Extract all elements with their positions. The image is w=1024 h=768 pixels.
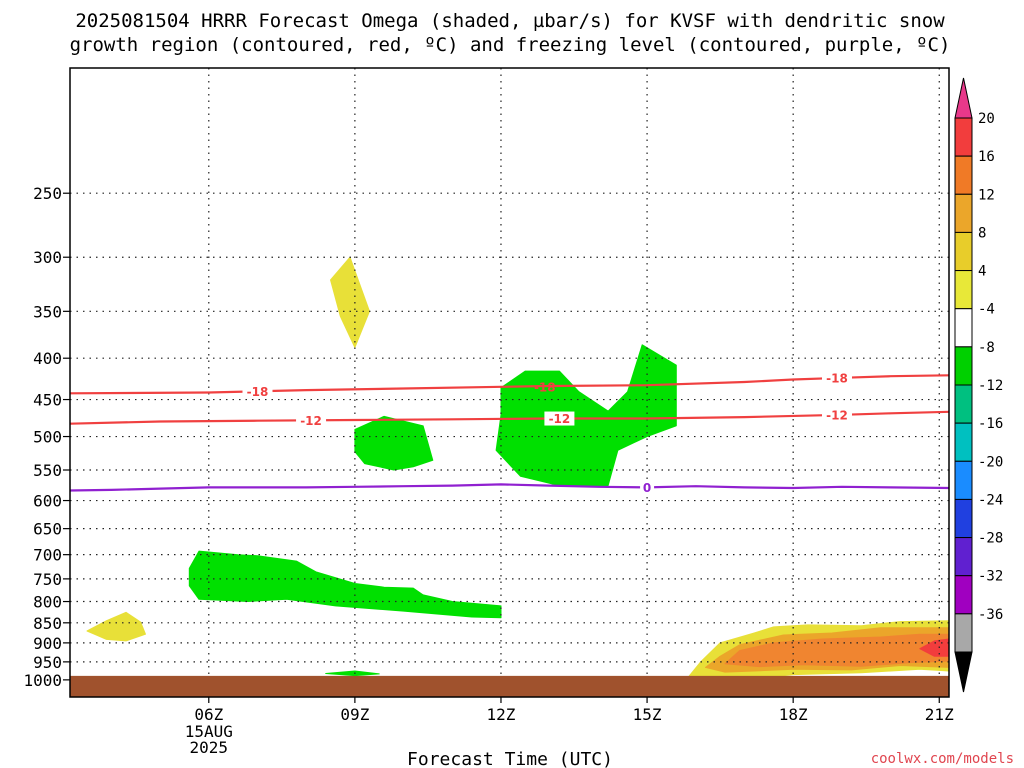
colorbar-bin-1 — [954, 117, 973, 157]
contour-label--12-2-1: -12 — [549, 412, 571, 426]
contour-label--12-2-0: -12 — [300, 414, 322, 428]
colorbar-tick-12: -32 — [978, 569, 1003, 585]
contour-label-bg-0-1 — [821, 370, 852, 385]
colorbar-tick-0: 20 — [978, 111, 995, 127]
colorbar-bin-10 — [954, 460, 973, 500]
colorbar-bin-2 — [954, 155, 973, 195]
colorbar-tick-10: -24 — [978, 492, 1003, 508]
contour-label--18-0-1: -18 — [826, 371, 848, 385]
colorbar-bin-7 — [954, 346, 973, 386]
x-tick-sublabel-1: 2025 — [190, 738, 229, 757]
contour-label-bg-2-2 — [821, 407, 852, 422]
omega-region-2 — [354, 415, 434, 471]
y-tick-label-250: 250 — [33, 184, 62, 203]
y-tick-label-800: 800 — [33, 593, 62, 612]
y-tick-label-750: 750 — [33, 570, 62, 589]
contour-label--18-1-0: -18 — [534, 380, 556, 394]
x-tick-label-21Z: 21Z — [925, 705, 954, 724]
omega-region-1 — [188, 550, 502, 619]
colorbar-tick-7: -12 — [978, 378, 1003, 394]
colorbar-tick-2: 12 — [978, 187, 995, 203]
omega-region-6 — [86, 611, 146, 642]
contour-label-bg-3-0 — [640, 480, 655, 495]
y-tick-label-650: 650 — [33, 520, 62, 539]
colorbar-top-arrow — [954, 77, 973, 119]
y-tick-label-350: 350 — [33, 302, 62, 321]
y-tick-label-500: 500 — [33, 428, 62, 447]
omega-region-9 — [724, 633, 949, 668]
y-tick-label-300: 300 — [33, 248, 62, 267]
colorbar-tick-4: 4 — [978, 264, 986, 280]
credit-text: coolwx.com/models — [871, 751, 1014, 767]
colorbar-bin-5 — [954, 270, 973, 310]
contour-label-bg-2-0 — [296, 413, 327, 428]
colorbar-tick-1: 16 — [978, 149, 995, 165]
colorbar-tick-5: -4 — [978, 302, 995, 318]
colorbar-bin-4 — [954, 231, 973, 272]
y-tick-label-900: 900 — [33, 634, 62, 653]
colorbar-bin-12 — [954, 537, 973, 577]
chart-title-line1: 2025081504 HRRR Forecast Omega (shaded, … — [75, 10, 945, 32]
colorbar-bin-13 — [954, 575, 973, 615]
chart-title-line2: growth region (contoured, red, ºC) and f… — [70, 34, 951, 56]
y-tick-label-850: 850 — [33, 614, 62, 633]
colorbar-bin-3 — [954, 193, 973, 233]
contour-label--12-2-2: -12 — [826, 408, 848, 422]
omega-shading-layer — [86, 256, 949, 681]
x-axis-label: Forecast Time (UTC) — [407, 749, 613, 768]
colorbar-tick-13: -36 — [978, 607, 1003, 623]
plot-frame — [69, 67, 950, 698]
contour-label-0-3-0: 0 — [643, 481, 651, 495]
contour-label-bg-2-1 — [544, 411, 575, 426]
contour-label--18-0-0: -18 — [247, 385, 269, 399]
contour-layer: -18 -18 -18 -12 -12 -12 0 — [70, 370, 949, 495]
colorbar-bottom-arrow — [954, 651, 973, 693]
colorbar-bin-14 — [954, 613, 973, 653]
colorbar-bin-11 — [954, 498, 973, 539]
y-axis-pressure: 2503003504004505005506006507007508008509… — [23, 184, 70, 690]
grid-lines — [70, 68, 949, 697]
y-tick-label-550: 550 — [33, 461, 62, 480]
y-tick-label-1000: 1000 — [23, 671, 62, 690]
colorbar-bin-6 — [954, 308, 973, 348]
y-tick-label-600: 600 — [33, 492, 62, 511]
omega-region-4 — [325, 670, 380, 677]
y-tick-label-400: 400 — [33, 349, 62, 368]
colorbar-bin-8 — [954, 384, 973, 424]
colorbar-tick-11: -28 — [978, 531, 1003, 547]
colorbar-tick-3: 8 — [978, 225, 986, 241]
x-tick-sublabel-0: 15AUG — [185, 722, 233, 741]
x-tick-label-18Z: 18Z — [779, 705, 808, 724]
omega-region-5 — [330, 256, 370, 348]
colorbar: 20 16 12 8 4 -4 -8 -12 -16 -20 -24 -28 -32 -36 — [954, 77, 1003, 693]
colorbar-tick-6: -8 — [978, 340, 995, 356]
x-tick-label-12Z: 12Z — [487, 705, 516, 724]
x-tick-label-09Z: 09Z — [340, 705, 369, 724]
y-tick-label-450: 450 — [33, 391, 62, 410]
colorbar-bin-9 — [954, 422, 973, 462]
y-tick-label-950: 950 — [33, 653, 62, 672]
ground-fill — [70, 675, 949, 697]
x-tick-label-06Z: 06Z — [194, 705, 223, 724]
colorbar-tick-8: -16 — [978, 416, 1003, 432]
contour-line-0-3 — [70, 483, 949, 492]
omega-region-3 — [495, 344, 677, 487]
ground-surface — [70, 675, 949, 697]
y-tick-label-700: 700 — [33, 546, 62, 565]
colorbar-tick-9: -20 — [978, 454, 1003, 470]
x-tick-label-15Z: 15Z — [633, 705, 662, 724]
contour-label-bg-0-0 — [242, 384, 273, 399]
